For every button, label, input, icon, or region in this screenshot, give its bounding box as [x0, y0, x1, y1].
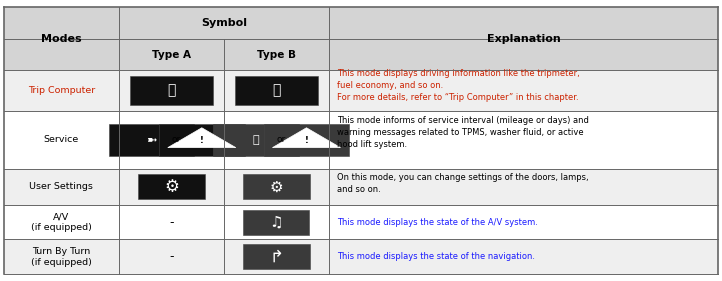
Bar — [235, 76, 318, 105]
Text: Service: Service — [44, 135, 79, 144]
Text: Type B: Type B — [256, 49, 296, 60]
Bar — [243, 210, 310, 235]
Text: Modes: Modes — [41, 34, 82, 44]
Bar — [138, 175, 205, 199]
Text: On this mode, you can change settings of the doors, lamps,
and so on.: On this mode, you can change settings of… — [337, 173, 589, 194]
Text: This mode informs of service interval (mileage or days) and
warning messages rel: This mode informs of service interval (m… — [337, 116, 589, 149]
Text: 🔧: 🔧 — [253, 135, 259, 145]
Text: ⛽: ⛽ — [272, 84, 280, 98]
Text: This mode displays driving information like the tripmeter,
fuel economy, and so : This mode displays driving information l… — [337, 69, 580, 102]
Text: ♫: ♫ — [269, 215, 283, 230]
Text: or: or — [172, 135, 181, 144]
Text: ➼: ➼ — [146, 133, 157, 146]
Text: ↱: ↱ — [269, 248, 283, 266]
Polygon shape — [272, 128, 341, 148]
Text: This mode displays the state of the navigation.: This mode displays the state of the navi… — [337, 252, 535, 261]
Bar — [4, 205, 718, 239]
Bar — [213, 124, 299, 156]
Text: ⚙: ⚙ — [164, 178, 179, 196]
Text: -: - — [169, 216, 174, 229]
Bar — [4, 169, 718, 205]
Bar — [4, 239, 718, 274]
Text: This mode displays the state of the A/V system.: This mode displays the state of the A/V … — [337, 218, 538, 227]
Bar — [159, 124, 245, 156]
Text: Explanation: Explanation — [487, 34, 560, 44]
Text: Turn By Turn
(if equipped): Turn By Turn (if equipped) — [31, 247, 92, 267]
Polygon shape — [168, 128, 236, 148]
Bar — [4, 111, 718, 169]
Text: !: ! — [200, 136, 204, 145]
Bar — [243, 175, 310, 199]
Text: !: ! — [305, 136, 308, 145]
Bar — [4, 7, 718, 70]
Text: -: - — [169, 250, 174, 263]
Bar — [130, 76, 213, 105]
Text: ⚙: ⚙ — [269, 179, 283, 194]
Bar — [264, 124, 349, 156]
Bar — [243, 244, 310, 269]
Text: Symbol: Symbol — [201, 18, 247, 28]
Text: Type A: Type A — [152, 49, 191, 60]
Text: A/V
(if equipped): A/V (if equipped) — [31, 212, 92, 232]
Text: Trip Computer: Trip Computer — [27, 86, 95, 95]
Text: User Settings: User Settings — [30, 182, 93, 191]
Bar — [108, 124, 194, 156]
Bar — [4, 70, 718, 111]
Text: 🚗: 🚗 — [168, 84, 175, 98]
Text: or: or — [277, 135, 286, 144]
